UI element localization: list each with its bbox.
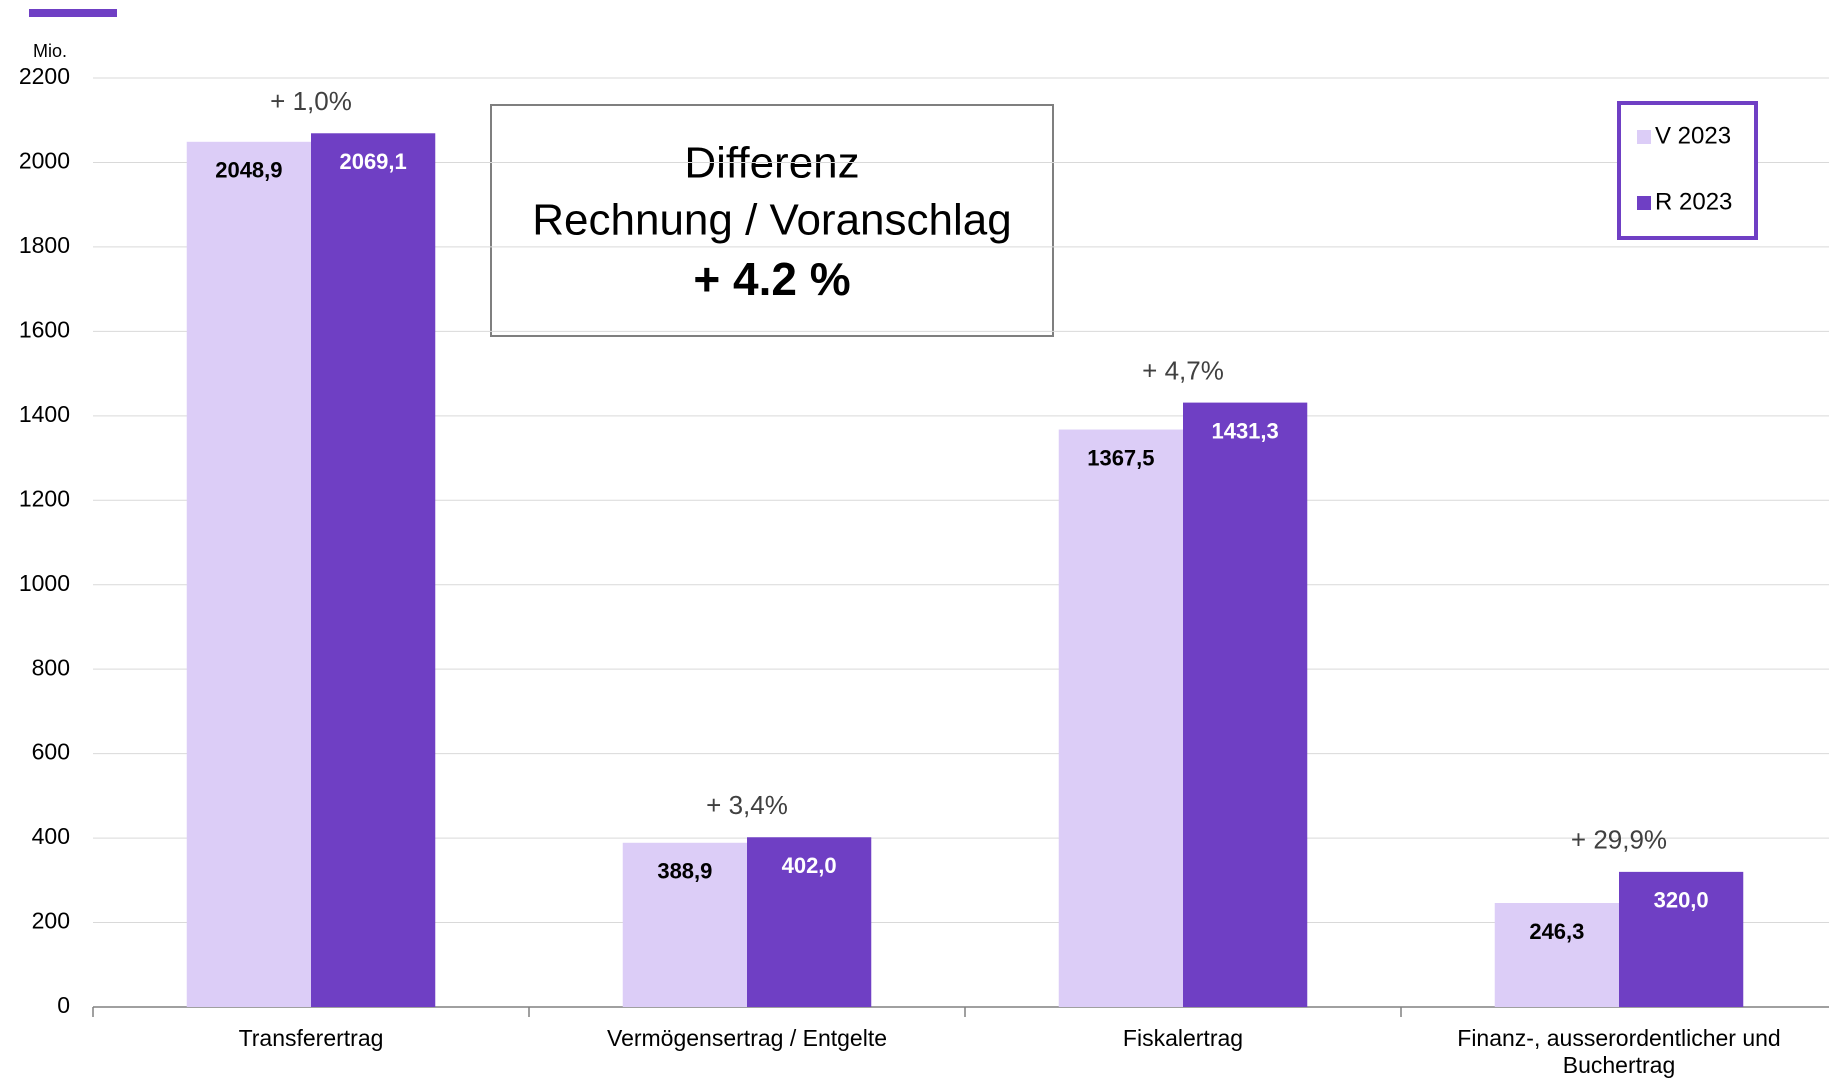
x-tick-label: Transferertrag: [238, 1025, 384, 1051]
y-tick-label: 1800: [19, 232, 70, 258]
legend-box: [1617, 101, 1758, 240]
x-tick-label: Vermögensertrag / Entgelte: [607, 1025, 887, 1051]
y-tick-label: 2000: [19, 148, 70, 174]
y-tick-label: 200: [32, 908, 70, 934]
legend-swatch: [1637, 196, 1651, 210]
summary-title: Differenz: [684, 139, 859, 188]
legend-label: R 2023: [1655, 188, 1732, 215]
legend-label: V 2023: [1655, 122, 1731, 149]
bar: [311, 133, 436, 1007]
y-tick-label: 1000: [19, 570, 70, 596]
data-label: 2069,1: [339, 149, 406, 174]
y-tick-label: 1200: [19, 485, 70, 511]
data-label: 320,0: [1654, 888, 1709, 913]
data-label: 2048,9: [215, 158, 282, 183]
data-label: 246,3: [1529, 919, 1584, 944]
summary-value: + 4.2 %: [693, 253, 850, 305]
y-tick-label: 600: [32, 739, 70, 765]
y-tick-label: 400: [32, 823, 70, 849]
annotation: + 1,0%: [270, 86, 352, 116]
bar: [1183, 402, 1308, 1007]
bar: [1619, 871, 1744, 1007]
annotation: + 4,7%: [1142, 355, 1224, 385]
y-tick-label: 1600: [19, 316, 70, 342]
bar: [747, 837, 872, 1007]
bar: [622, 842, 747, 1007]
legend-swatch: [1637, 130, 1651, 144]
data-label: 1431,3: [1211, 418, 1278, 443]
y-tick-label: 2200: [19, 63, 70, 89]
y-axis-label: Mio.: [33, 41, 67, 61]
header-accent: [29, 9, 117, 17]
bar: [1494, 902, 1619, 1007]
annotation: + 29,9%: [1571, 825, 1667, 855]
summary-box: [490, 104, 1054, 337]
bar: [186, 141, 311, 1007]
data-label: 388,9: [657, 859, 712, 884]
x-tick-label: Fiskalertrag: [1122, 1025, 1244, 1051]
data-label: 402,0: [782, 853, 837, 878]
y-tick-label: 1400: [19, 401, 70, 427]
data-label: 1367,5: [1087, 445, 1154, 470]
y-tick-label: 800: [32, 654, 70, 680]
summary-subtitle: Rechnung / Voranschlag: [532, 196, 1011, 245]
y-tick-label: 0: [57, 992, 70, 1018]
bar: [1058, 429, 1183, 1007]
x-tick-label: Finanz-, ausserordentlicher und Buchertr…: [1457, 1025, 1781, 1078]
annotation: + 3,4%: [706, 790, 788, 820]
